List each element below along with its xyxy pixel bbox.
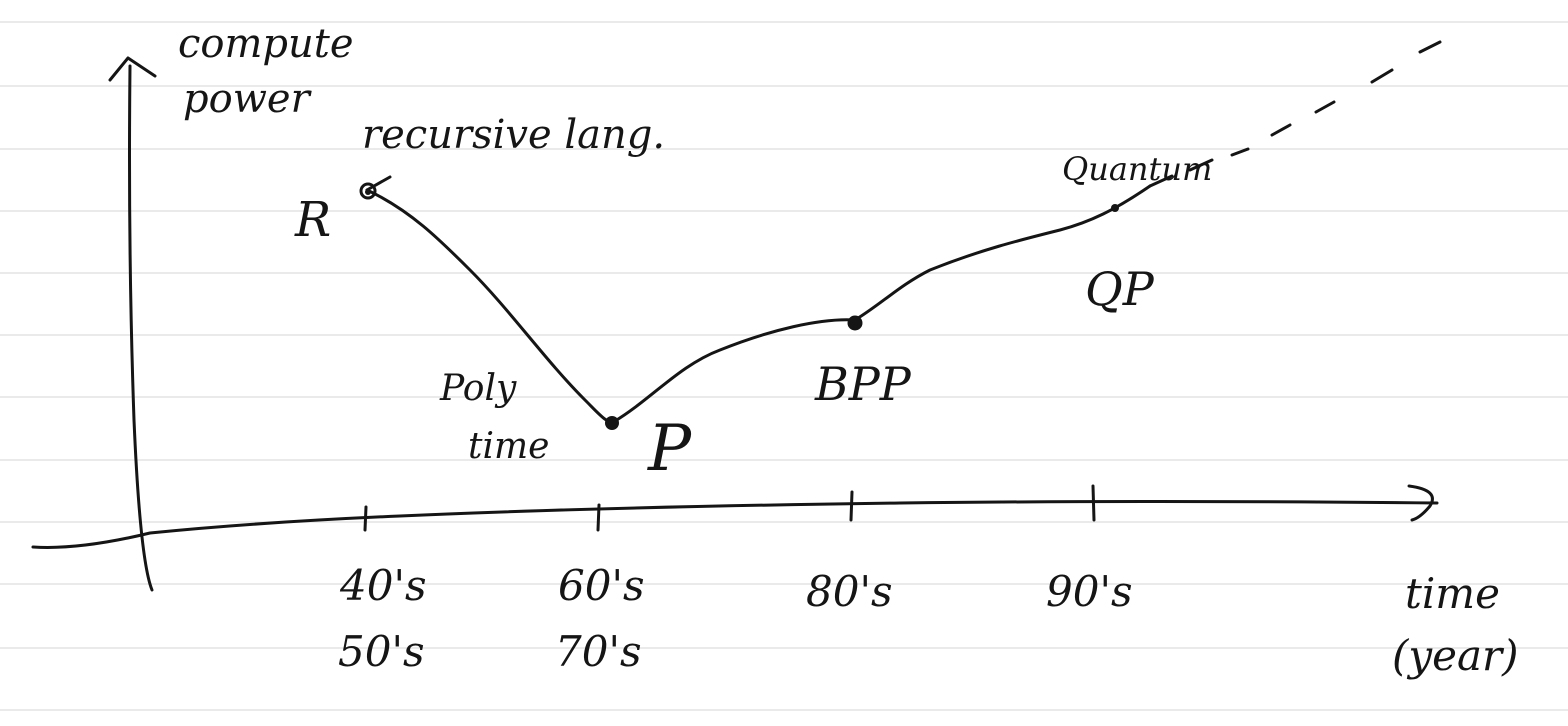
- note-poly-time-line2: time: [468, 426, 549, 467]
- y-axis-label-line1: compute: [178, 21, 354, 67]
- x-axis: [31, 484, 1439, 549]
- point-QP: [1111, 204, 1119, 212]
- label-QP: QP: [1085, 262, 1155, 316]
- tick-label: 80's: [806, 567, 893, 616]
- note-quantum: Quantum: [1062, 150, 1212, 188]
- dashed-extrapolation: [1148, 40, 1442, 188]
- ruled-lines: [0, 21, 1568, 711]
- point-BPP: [847, 315, 863, 331]
- data-points: [359, 182, 1119, 430]
- tick-labels: 40's 50's 60's 70's 80's 90's: [338, 561, 1133, 676]
- tick-label: 60's: [558, 561, 645, 610]
- tick-label: 70's: [555, 627, 642, 676]
- y-axis: [108, 56, 157, 592]
- point-R-dot: [365, 189, 371, 195]
- tick-label: 90's: [1046, 567, 1133, 616]
- label-BPP: BPP: [814, 357, 912, 411]
- x-axis-label-line1: time: [1405, 569, 1500, 618]
- tick-label: 50's: [338, 627, 425, 676]
- label-P: P: [647, 412, 692, 486]
- compute-power-curve: [365, 184, 1152, 424]
- label-R: R: [294, 192, 331, 248]
- point-R: [359, 182, 377, 200]
- x-axis-ticks: [363, 484, 1096, 532]
- note-poly-time-line1: Poly: [439, 368, 517, 409]
- note-recursive-lang: recursive lang.: [362, 112, 665, 158]
- curve-start-tail: [365, 175, 392, 192]
- x-axis-label-line2: (year): [1392, 631, 1518, 680]
- tick-label: 40's: [339, 561, 427, 610]
- y-axis-label-line2: power: [183, 76, 313, 122]
- point-P: [605, 416, 619, 430]
